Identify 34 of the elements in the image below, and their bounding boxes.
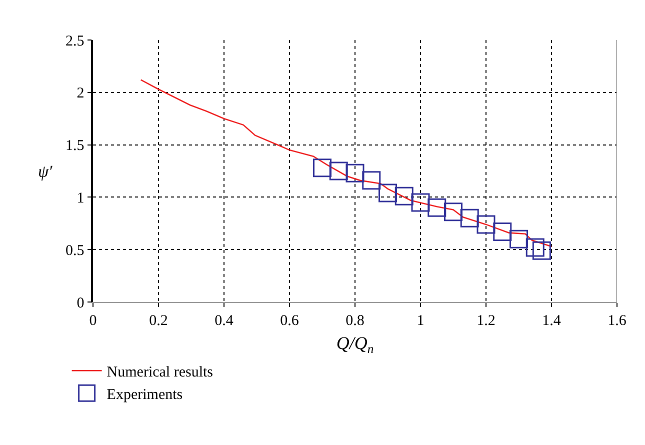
point: [493, 222, 512, 242]
x-tick-label: 1.6: [608, 313, 627, 329]
x-tick-label: 1: [416, 313, 424, 329]
point: [444, 202, 462, 222]
point: [428, 198, 446, 217]
point: [362, 171, 381, 190]
x-tick-label: 1.2: [476, 313, 496, 329]
x-tick-label: 1.4: [542, 313, 562, 329]
point: [510, 230, 528, 248]
point: [394, 186, 414, 206]
x-axis-title: Q/Q$_{n}$: [336, 333, 374, 356]
y-tick-label: 1: [76, 190, 84, 206]
point: [532, 241, 551, 260]
x-tick-label: 0.8: [346, 313, 364, 329]
point: [313, 158, 332, 178]
point: [460, 208, 479, 228]
y-axis-title: ψ′: [38, 162, 53, 181]
point: [329, 162, 348, 180]
x-tick-label: 0.6: [280, 313, 300, 329]
legend-label: Experiments: [106, 387, 183, 403]
y-tick-label: 2.5: [66, 33, 84, 50]
legend-label: Numerical results: [106, 364, 214, 380]
point: [526, 238, 544, 257]
x-tick-label: 0.4: [214, 313, 234, 329]
y-tick-label: 2: [76, 86, 84, 102]
x-tick-label: 0.2: [149, 313, 168, 329]
point: [476, 215, 496, 234]
point: [346, 164, 364, 182]
y-tick-label: 1.5: [66, 138, 84, 154]
y-tick-label: 0: [76, 295, 84, 312]
y-tick-label: 0.5: [66, 242, 84, 259]
point: [411, 193, 430, 212]
x-tick-label: 0: [89, 313, 97, 329]
point: [378, 184, 397, 202]
